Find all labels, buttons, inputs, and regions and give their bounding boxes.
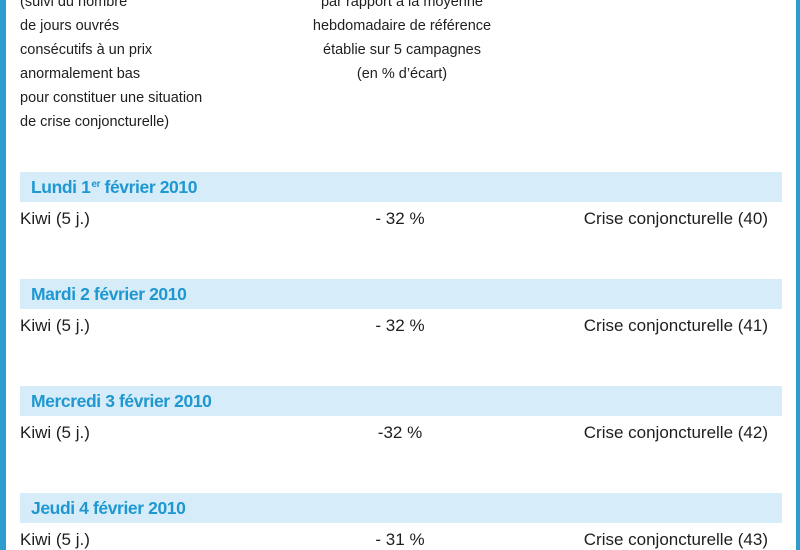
table-header: (suivi du nombre de jours ouvrés consécu… <box>0 0 800 150</box>
date-ordinal-suffix: er <box>91 179 101 190</box>
header-col-duration: (suivi du nombre de jours ouvrés consécu… <box>20 0 202 134</box>
header-col-gap-line: par rapport à la moyenne <box>320 0 483 10</box>
header-col-duration-line: de jours ouvrés <box>20 18 120 34</box>
header-col-duration-line: anormalement bas <box>20 66 141 82</box>
day-section: Mardi 2 février 2010 Kiwi (5 j.) - 32 % … <box>20 279 782 343</box>
header-col-gap: par rapport à la moyenne hebdomadaire de… <box>290 0 514 86</box>
date-label: Jeudi 4 février 2010 <box>31 498 186 518</box>
header-col-gap-line: établie sur 5 campagnes <box>323 42 481 58</box>
header-col-duration-line: consécutifs à un prix <box>20 42 153 58</box>
date-band: Jeudi 4 février 2010 <box>20 493 782 523</box>
header-col-gap-line: hebdomadaire de référence <box>312 18 492 34</box>
table-row: Kiwi (5 j.) - 32 % Crise conjoncturelle … <box>20 202 782 236</box>
status-cell: Crise conjoncturelle (40) <box>583 209 768 228</box>
date-label-rest: février 2010 <box>100 177 198 197</box>
day-section: Jeudi 4 février 2010 Kiwi (5 j.) - 31 % … <box>20 493 782 550</box>
product-cell: Kiwi (5 j.) <box>20 209 90 228</box>
header-col-duration-line: (suivi du nombre <box>20 0 128 10</box>
date-band: Lundi 1er février 2010 <box>20 172 782 202</box>
header-col-duration-line: de crise conjoncturelle) <box>20 114 170 130</box>
date-band: Mercredi 3 février 2010 <box>20 386 782 416</box>
status-cell: Crise conjoncturelle (41) <box>583 316 768 335</box>
gap-cell: -32 % <box>377 423 423 442</box>
product-cell: Kiwi (5 j.) <box>20 423 90 442</box>
day-section: Mercredi 3 février 2010 Kiwi (5 j.) -32 … <box>20 386 782 450</box>
frame-border-right <box>796 0 800 550</box>
status-cell: Crise conjoncturelle (42) <box>583 423 768 442</box>
gap-cell: - 32 % <box>375 316 425 335</box>
product-cell: Kiwi (5 j.) <box>20 530 90 549</box>
gap-cell: - 31 % <box>375 530 425 549</box>
date-label: Mercredi 3 février 2010 <box>31 391 212 411</box>
header-col-gap-line: (en % d’écart) <box>356 66 448 82</box>
table-row: Kiwi (5 j.) - 31 % Crise conjoncturelle … <box>20 523 782 550</box>
table-row: Kiwi (5 j.) -32 % Crise conjoncturelle (… <box>20 416 782 450</box>
date-band: Mardi 2 février 2010 <box>20 279 782 309</box>
product-cell: Kiwi (5 j.) <box>20 316 90 335</box>
status-cell: Crise conjoncturelle (43) <box>583 530 768 549</box>
date-label: Lundi 1 <box>31 177 91 197</box>
table-row: Kiwi (5 j.) - 32 % Crise conjoncturelle … <box>20 309 782 343</box>
header-col-duration-line: pour constituer une situation <box>20 90 203 106</box>
day-section: Lundi 1er février 2010 Kiwi (5 j.) - 32 … <box>20 172 782 236</box>
date-label: Mardi 2 février 2010 <box>31 284 187 304</box>
gap-cell: - 32 % <box>375 209 425 228</box>
frame-border-left <box>0 0 6 550</box>
